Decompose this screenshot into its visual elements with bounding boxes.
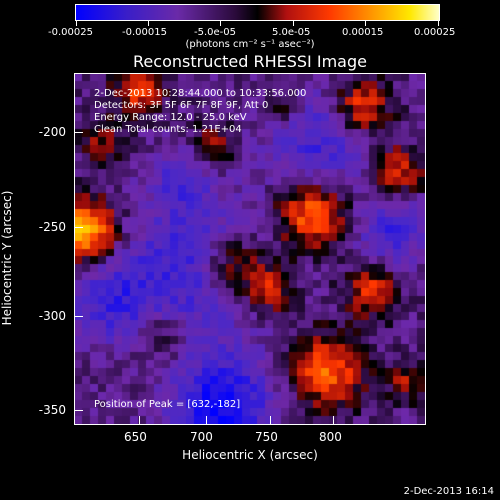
y-tick	[75, 316, 83, 317]
colorbar-tick-label: 0.00025	[414, 27, 456, 38]
x-tick-label: 650	[124, 430, 147, 444]
colorbar-tick	[365, 21, 366, 26]
y-tick	[75, 132, 83, 133]
colorbar-tick-label: 5.0e-05	[272, 27, 311, 38]
colorbar-tick	[220, 21, 221, 26]
timestamp: 2-Dec-2013 16:14	[403, 486, 494, 497]
y-tick-label: -250	[38, 220, 66, 234]
colorbar-tick-label: -5.0e-05	[194, 27, 236, 38]
x-tick	[139, 416, 140, 424]
colorbar-tick-label: 0.00015	[342, 27, 384, 38]
x-tick	[333, 416, 334, 424]
colorbar-tick-label: -0.00015	[122, 27, 167, 38]
colorbar-tick	[438, 21, 439, 26]
peak-position-text: Position of Peak = [632,-182]	[94, 399, 241, 410]
detectors-text: Detectors: 3F 5F 6F 7F 8F 9F, Att 0	[94, 100, 269, 111]
colorbar	[75, 4, 440, 21]
x-tick	[206, 416, 207, 424]
time-range-text: 2-Dec-2013 10:28:44.000 to 10:33:56.000	[94, 88, 307, 99]
x-axis-label: Heliocentric X (arcsec)	[182, 448, 318, 462]
x-tick-label: 800	[319, 430, 342, 444]
rhessi-image	[74, 73, 426, 425]
colorbar-unit: (photons cm⁻² s⁻¹ asec⁻²)	[185, 39, 315, 50]
x-tick-label: 750	[255, 430, 278, 444]
y-axis-label: Heliocentric Y (arcsec)	[0, 190, 14, 326]
y-tick	[75, 410, 83, 411]
colorbar-tick	[293, 21, 294, 26]
colorbar-tick	[148, 21, 149, 26]
image-title: Reconstructed RHESSI Image	[133, 52, 367, 71]
total-counts-text: Clean Total counts: 1.21E+04	[94, 124, 242, 135]
flux-map	[75, 74, 425, 424]
y-tick-label: -300	[38, 309, 66, 323]
colorbar-tick-label: -0.00025	[48, 27, 93, 38]
colorbar-tick	[76, 21, 77, 26]
energy-range-text: Energy Range: 12.0 - 25.0 keV	[94, 112, 247, 123]
x-tick-label: 700	[190, 430, 213, 444]
x-tick	[270, 416, 271, 424]
y-tick-label: -200	[38, 125, 66, 139]
y-tick-label: -350	[38, 403, 66, 417]
y-tick	[75, 227, 83, 228]
